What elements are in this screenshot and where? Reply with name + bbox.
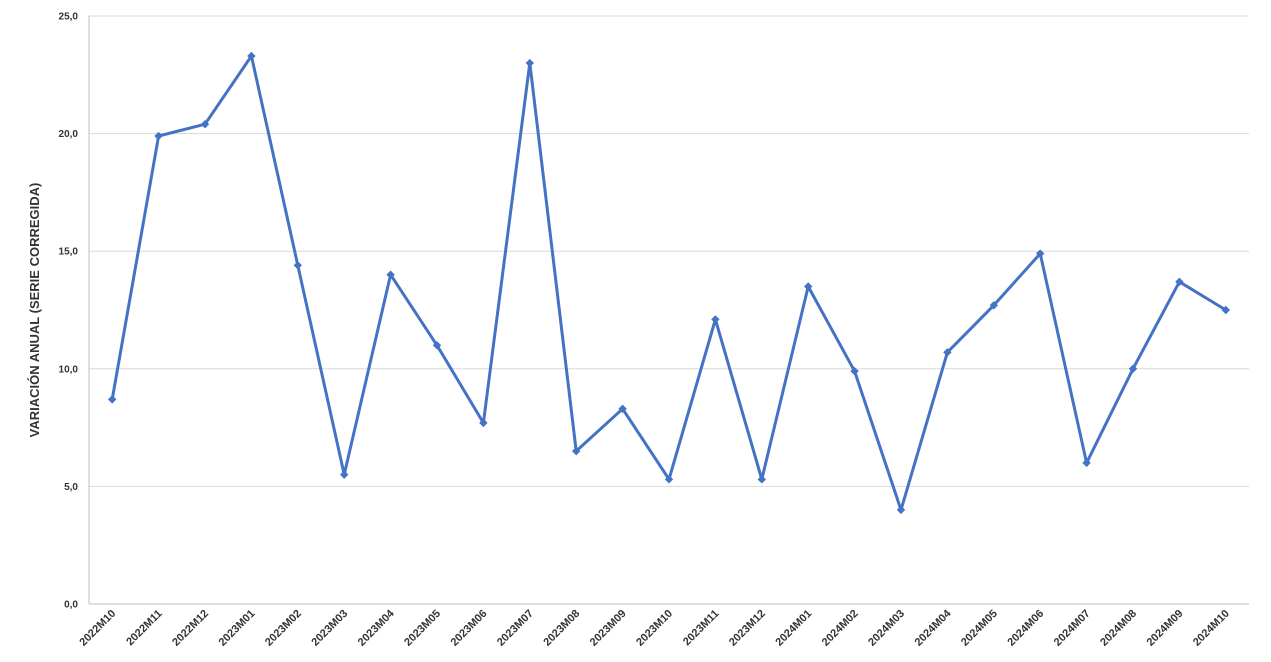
x-tick-label: 2024M01 xyxy=(773,608,814,649)
data-point xyxy=(479,418,488,428)
data-point xyxy=(711,315,720,324)
data-point xyxy=(1221,305,1230,315)
y-tick-label: 20,0 xyxy=(59,129,79,140)
y-tick-label: 10,0 xyxy=(59,364,79,375)
gridlines xyxy=(89,15,1249,487)
x-tick-label: 2024M10 xyxy=(1191,608,1232,649)
y-tick-label: 15,0 xyxy=(59,247,79,258)
y-tick-labels: 0,0 5,0 10,0 15,0 20,0 25,0 xyxy=(59,12,79,611)
data-point xyxy=(1175,277,1184,286)
x-tick-label: 2023M04 xyxy=(356,607,398,649)
x-tick-label: 2024M05 xyxy=(959,608,1000,649)
data-point xyxy=(572,446,581,456)
data-point xyxy=(108,395,117,404)
x-tick-label: 2023M11 xyxy=(681,608,721,648)
data-point xyxy=(1128,364,1138,373)
data-point xyxy=(804,282,813,291)
data-point xyxy=(989,301,998,310)
data-point xyxy=(618,404,627,413)
x-tick-label: 2024M07 xyxy=(1052,608,1093,649)
x-tick-label: 2022M12 xyxy=(170,608,211,649)
x-tick-label: 2023M12 xyxy=(727,608,768,649)
data-point xyxy=(850,366,859,376)
data-point xyxy=(340,470,349,479)
data-point xyxy=(154,131,163,141)
x-tick-label: 2023M09 xyxy=(588,608,629,649)
x-tick-label: 2022M11 xyxy=(124,608,164,648)
series-group xyxy=(108,51,1230,515)
x-tick-label: 2023M03 xyxy=(309,608,350,649)
x-tick-label: 2024M03 xyxy=(866,608,907,649)
x-tick-label: 2024M09 xyxy=(1145,608,1186,649)
x-tick-labels: 2022M10 2022M11 2022M12 2023M01 2023M02 2023M… xyxy=(77,607,1232,649)
data-point xyxy=(664,475,674,484)
data-point xyxy=(432,341,442,350)
data-point xyxy=(896,505,906,515)
x-tick-label: 2024M04 xyxy=(913,607,955,649)
x-tick-label: 2023M01 xyxy=(217,608,258,649)
x-tick-label: 2024M08 xyxy=(1098,608,1139,649)
data-point xyxy=(1036,249,1045,258)
y-tick-label: 5,0 xyxy=(64,482,78,493)
y-tick-label: 25,0 xyxy=(59,12,79,23)
data-point xyxy=(525,58,534,68)
series-line xyxy=(110,54,1227,512)
x-tick-label: 2024M02 xyxy=(820,608,861,649)
y-axis-label: VARIACIÓN ANUAL (SERIE CORREGIDA) xyxy=(27,183,42,438)
data-point xyxy=(1082,458,1091,468)
x-tick-label: 2023M07 xyxy=(495,608,536,649)
x-tick-label: 2023M06 xyxy=(449,608,490,649)
x-tick-label: 2023M02 xyxy=(263,608,304,649)
x-tick-label: 2023M08 xyxy=(541,608,582,649)
data-point xyxy=(200,119,210,129)
x-tick-label: 2023M05 xyxy=(402,608,443,649)
data-point xyxy=(247,51,256,61)
data-point xyxy=(293,261,302,270)
data-point xyxy=(943,348,952,357)
data-point xyxy=(757,475,766,484)
x-tick-label: 2024M06 xyxy=(1005,608,1046,649)
x-tick-label: 2022M10 xyxy=(77,608,118,649)
x-tick-label: 2023M10 xyxy=(634,608,675,649)
data-point xyxy=(386,270,395,279)
y-tick-label: 0,0 xyxy=(64,600,78,611)
